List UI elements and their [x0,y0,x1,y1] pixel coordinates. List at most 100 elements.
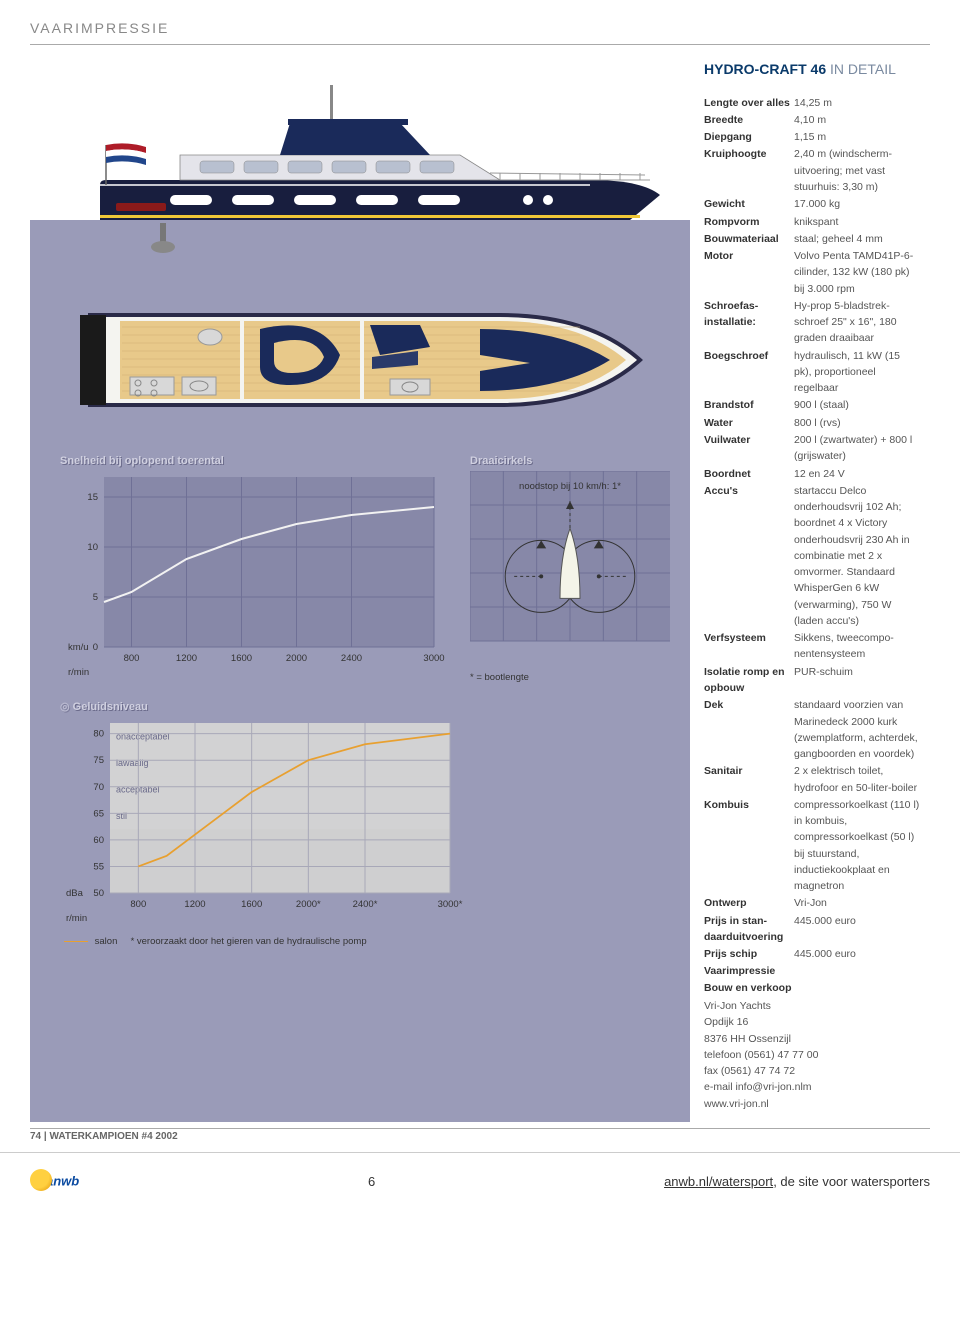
spec-label: Water [704,415,794,431]
spec-label: Verfsysteem [704,630,794,663]
spec-value: Vri-Jon [794,895,920,911]
spec-label: Bouw en verkoop [704,980,794,996]
spec-panel: HYDRO-CRAFT 46 IN DETAIL Lengte over all… [690,45,930,1122]
spec-row: Prijs in stan­daarduitvoering445.000 eur… [704,913,920,946]
spec-value: staal; geheel 4 mm [794,231,920,247]
spec-value: PUR-schuim [794,664,920,697]
svg-text:1200: 1200 [184,899,205,910]
spec-row: Water800 l (rvs) [704,415,920,431]
svg-text:3000*: 3000* [438,899,463,910]
svg-text:10: 10 [87,542,98,553]
svg-text:2400*: 2400* [353,899,378,910]
spec-value: standaard voorzien van Marinedeck 2000 k… [794,697,920,762]
spec-label: Brandstof [704,397,794,413]
spec-row: Boordnet12 en 24 V [704,466,920,482]
noise-legend-row: salon * veroorzaakt door het gieren van … [60,936,660,947]
spec-value: startaccu Delco onderhoudsvrij 102 Ah; b… [794,483,920,629]
anwb-logo: anwb [30,1171,79,1193]
svg-text:2000: 2000 [286,653,307,664]
svg-text:1600: 1600 [231,653,252,664]
spec-label: Kruiphoogte [704,146,794,195]
svg-text:dBa: dBa [66,888,84,899]
spec-label: Schroefas­installatie: [704,298,794,347]
spec-label: Diepgang [704,129,794,145]
spec-row: Brandstof900 l (staal) [704,397,920,413]
contact-line: fax (0561) 47 74 72 [704,1063,920,1079]
spec-value: 2 x elektrisch toilet, hydrofoor en 50-l… [794,763,920,796]
svg-text:65: 65 [93,808,104,819]
spec-value: 14,25 m [794,95,920,111]
spec-row: Accu'sstartaccu Delco onderhoudsvrij 102… [704,483,920,629]
spec-label: Breedte [704,112,794,128]
spec-value: knikspant [794,214,920,230]
spec-value: 1,15 m [794,129,920,145]
svg-text:2400: 2400 [341,653,362,664]
spec-value [794,980,920,996]
spec-row: Kombuiscompressorkoelkast (110 l) in kom… [704,797,920,895]
svg-text:75: 75 [93,755,104,766]
site-rest: , de site voor watersporters [773,1174,930,1189]
site-link[interactable]: anwb.nl/watersport [664,1174,773,1189]
spec-label: Ontwerp [704,895,794,911]
svg-text:5: 5 [93,592,98,603]
noise-chart-title-text: Geluidsniveau [73,701,148,713]
turning-chart: noodstop bij 10 km/h: 1* [470,471,690,665]
spec-label: Lengte over alles [704,95,794,111]
svg-text:3000: 3000 [423,653,444,664]
spec-value: Volvo Penta TAMD41P-6-cilinder, 132 kW (… [794,248,920,297]
svg-text:15: 15 [87,492,98,503]
spec-label: Rompvorm [704,214,794,230]
noise-footnote: * veroorzaakt door het gieren van de hyd… [131,936,367,947]
svg-text:lawaaiig: lawaaiig [116,758,149,768]
spec-value: Hy-prop 5-bladstrek-schroef 25" x 16", 1… [794,298,920,347]
section-title: VAARIMPRESSIE [30,20,930,36]
spec-value: 2,40 m (windscherm­uitvoering; met vast … [794,146,920,195]
spec-row: Sanitair2 x elektrisch toilet, hydrofoor… [704,763,920,796]
legend-swatch-icon [64,941,88,942]
spec-label: Motor [704,248,794,297]
contact-line: Opdijk 16 [704,1014,920,1030]
left-column: Snelheid bij oplopend toerental 051015km… [30,45,690,1122]
spec-row: OntwerpVri-Jon [704,895,920,911]
svg-text:1200: 1200 [176,653,197,664]
spec-row: Gewicht17.000 kg [704,196,920,212]
noise-legend-series: salon [95,936,118,947]
spec-list: Lengte over alles14,25 mBreedte4,10 mDie… [704,95,920,996]
anwb-logo-icon [30,1169,52,1191]
spec-row: Bouw en verkoop [704,980,920,996]
svg-text:800: 800 [130,899,146,910]
spec-value: hydraulisch, 11 kW (15 pk), proportionee… [794,348,920,397]
contact-line: e-mail info@vri-jon.nlm [704,1079,920,1095]
detail-title-main: HYDRO-CRAFT 46 [704,61,826,77]
spec-row: Breedte4,10 m [704,112,920,128]
svg-text:80: 80 [93,729,104,740]
spec-value: 12 en 24 V [794,466,920,482]
speed-chart: 051015km/u80012001600200024003000r/min [60,471,450,681]
spec-label: Sanitair [704,763,794,796]
content-wrap: Snelheid bij oplopend toerental 051015km… [30,45,930,1122]
svg-text:60: 60 [93,835,104,846]
spec-row: Bouwmateriaalstaal; geheel 4 mm [704,231,920,247]
spec-row: Kruiphoogte2,40 m (windscherm­uitvoering… [704,146,920,195]
spec-row: Isolatie romp en opbouwPUR-schuim [704,664,920,697]
turning-chart-title: Draaicirkels [470,455,690,467]
contact-list: Vri-Jon YachtsOpdijk 168376 HH Ossenzijl… [704,998,920,1112]
svg-text:50: 50 [93,888,104,899]
spec-value: Sikkens, tweecompo­nentensysteem [794,630,920,663]
spec-label: Isolatie romp en opbouw [704,664,794,697]
turning-legend: * = bootlengte [470,672,690,683]
spec-row: VerfsysteemSikkens, tweecompo­nentensyst… [704,630,920,663]
spec-row: Dekstandaard voorzien van Marinedeck 200… [704,697,920,762]
detail-title: HYDRO-CRAFT 46 IN DETAIL [704,59,920,81]
svg-text:r/min: r/min [68,667,89,678]
spec-value: 445.000 euro [794,946,920,979]
svg-text:stil: stil [116,811,127,821]
svg-text:55: 55 [93,861,104,872]
site-line: anwb.nl/watersport, de site voor watersp… [664,1174,930,1189]
svg-text:1600: 1600 [241,899,262,910]
turning-chart-container: Draaicirkels noodstop bij 10 km/h: 1* * … [470,455,690,686]
spec-label: Kombuis [704,797,794,895]
bottom-bar: anwb 6 anwb.nl/watersport, de site voor … [0,1152,960,1207]
spec-value: compressorkoelkast (110 l) in kombuis, c… [794,797,920,895]
svg-text:0: 0 [93,642,98,653]
